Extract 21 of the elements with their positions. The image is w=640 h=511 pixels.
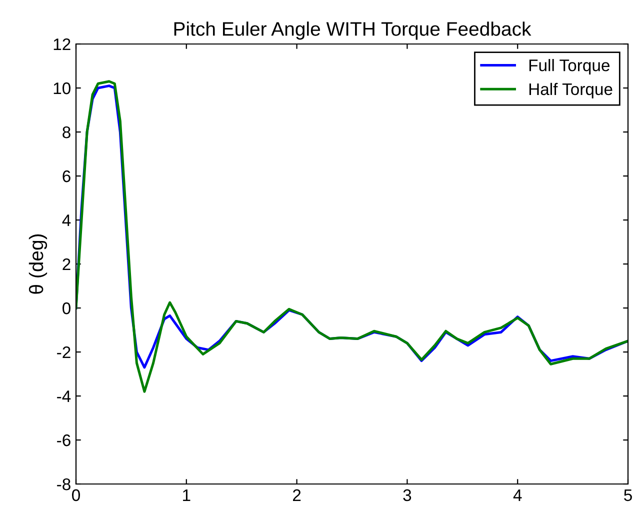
y-tick-label: 12 (54, 38, 70, 50)
x-tick-label: 2 (293, 489, 301, 501)
y-tick-label: -4 (57, 390, 71, 402)
y-axis-title: θ (deg) (28, 234, 48, 294)
x-tick-label: 1 (183, 489, 190, 501)
y-tick-label: 10 (54, 82, 70, 94)
y-tick-label: 6 (62, 170, 70, 182)
y-tick-label: 4 (62, 214, 71, 226)
legend-label: Half Torque (529, 82, 612, 98)
y-tick-label: -8 (57, 478, 70, 490)
y-tick-label: -2 (57, 346, 70, 358)
chart-title: Pitch Euler Angle WITH Torque Feedback (174, 22, 532, 40)
y-tick-label: 8 (62, 126, 70, 138)
y-tick-label: 0 (62, 302, 70, 314)
x-tick-label: 0 (72, 489, 80, 502)
y-tick-label: 2 (62, 258, 70, 270)
x-tick-label: 5 (624, 489, 632, 502)
x-tick-label: 4 (513, 489, 522, 501)
x-tick-label: 3 (403, 489, 412, 502)
legend-label: Full Torque (529, 59, 610, 75)
y-tick-label: -6 (57, 434, 70, 446)
